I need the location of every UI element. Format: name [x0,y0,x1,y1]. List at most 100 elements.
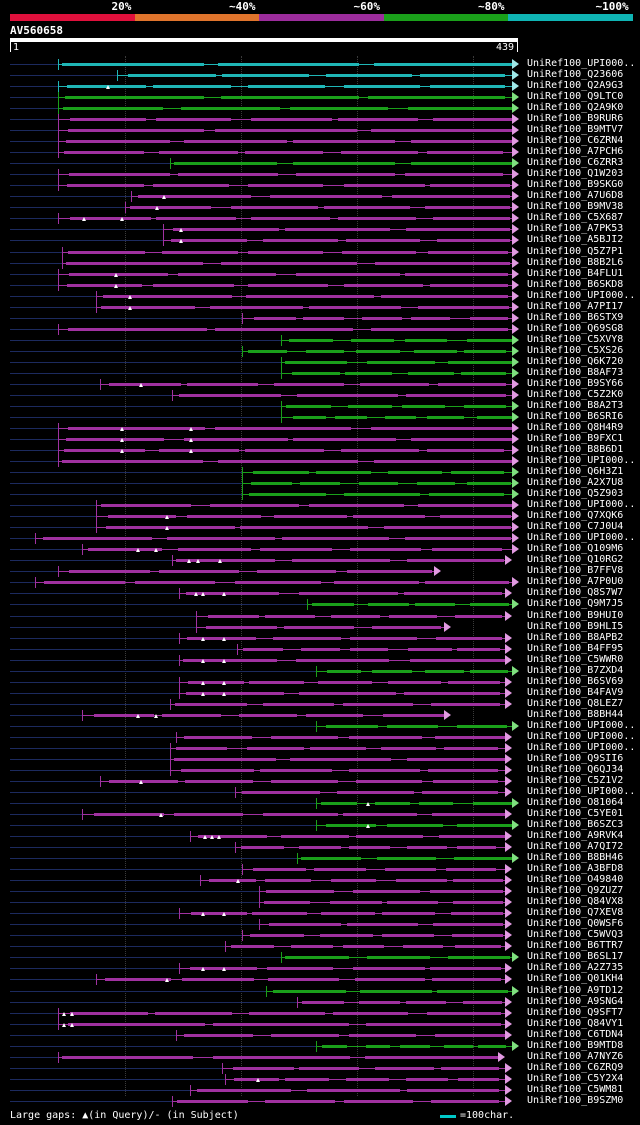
hit-label[interactable]: UniRef100_C5WWR0 [527,654,624,665]
hit-label[interactable]: UniRef100_C5Y2X4 [527,1073,624,1084]
hit-row[interactable]: UniRef100_O81064 [0,797,640,809]
hit-label[interactable]: UniRef100_C6ZRR3 [527,157,624,168]
hit-row[interactable]: UniRef100_B9SZM0 [0,1095,640,1107]
hit-label[interactable]: UniRef100_C6TDN4 [527,1029,624,1040]
hit-label[interactable]: UniRef100_A7PK53 [527,223,624,234]
hit-label[interactable]: UniRef100_B9RUR6 [527,113,624,124]
hit-label[interactable]: UniRef100_A7U6D8 [527,190,624,201]
hit-row[interactable]: UniRef100_A9TD12 [0,985,640,997]
hit-row[interactable]: UniRef100_A2X7U8 [0,477,640,489]
hit-label[interactable]: UniRef100_C5Z1V2 [527,775,624,786]
hit-label[interactable]: UniRef100_C5XS26 [527,345,624,356]
hit-label[interactable]: UniRef100_UPI000.. [527,290,636,301]
hit-label[interactable]: UniRef100_C5WM81 [527,1084,624,1095]
hit-row[interactable]: UniRef100_Q8H4R9 [0,422,640,434]
hit-label[interactable]: UniRef100_B8BH46 [527,852,624,863]
hit-row[interactable]: UniRef100_A7PK53 [0,223,640,235]
hit-row[interactable]: UniRef100_B6TTR7 [0,940,640,952]
hit-label[interactable]: UniRef100_Q5Z7P1 [527,246,624,257]
hit-label[interactable]: UniRef100_Q2A9G3 [527,80,624,91]
hit-row[interactable]: UniRef100_B9MTV7 [0,124,640,136]
hit-row[interactable]: UniRef100_B8B2L6 [0,257,640,269]
hit-row[interactable]: UniRef100_Q9M7J5 [0,598,640,610]
hit-label[interactable]: UniRef100_A5BJI2 [527,234,624,245]
hit-row[interactable]: UniRef100_B9RUR6 [0,113,640,125]
hit-row[interactable]: UniRef100_Q10RG2 [0,554,640,566]
hit-label[interactable]: UniRef100_Q9ZUZ7 [527,885,624,896]
hit-row[interactable]: UniRef100_Q01KH4 [0,973,640,985]
hit-label[interactable]: UniRef100_Q10RG2 [527,554,624,565]
hit-row[interactable]: UniRef100_B9MV38 [0,201,640,213]
hit-label[interactable]: UniRef100_B6SKD8 [527,279,624,290]
hit-row[interactable]: UniRef100_B4FF95 [0,643,640,655]
hit-row[interactable]: UniRef100_C6TDN4 [0,1029,640,1041]
hit-label[interactable]: UniRef100_Q84VX8 [527,896,624,907]
hit-row[interactable]: UniRef100_A7U6D8 [0,190,640,202]
hit-row[interactable]: UniRef100_B9FXC1 [0,433,640,445]
hit-label[interactable]: UniRef100_Q8LEZ7 [527,698,624,709]
hit-row[interactable]: UniRef100_B8AF73 [0,367,640,379]
hit-row[interactable]: UniRef100_B6SL17 [0,951,640,963]
hit-label[interactable]: UniRef100_Q0WSF6 [527,918,624,929]
hit-row[interactable]: UniRef100_Q9ZUZ7 [0,885,640,897]
hit-label[interactable]: UniRef100_UPI000.. [527,499,636,510]
hit-row[interactable]: UniRef100_C5XVY8 [0,334,640,346]
hit-row[interactable]: UniRef100_A7QI72 [0,841,640,853]
hit-label[interactable]: UniRef100_A7P0U0 [527,576,624,587]
hit-label[interactable]: UniRef100_B4FF95 [527,643,624,654]
hit-row[interactable]: UniRef100_A9SNG4 [0,996,640,1008]
hit-label[interactable]: UniRef100_B8B2L6 [527,257,624,268]
hit-label[interactable]: UniRef100_UPI000.. [527,786,636,797]
hit-row[interactable]: UniRef100_A7P0U0 [0,576,640,588]
hit-label[interactable]: UniRef100_A9SNG4 [527,996,624,1007]
hit-row[interactable]: UniRef100_UPI000.. [0,58,640,70]
hit-label[interactable]: UniRef100_B4FAV9 [527,687,624,698]
hit-row[interactable]: UniRef100_B9SY66 [0,378,640,390]
hit-row[interactable]: UniRef100_B6SRI6 [0,411,640,423]
hit-row[interactable]: UniRef100_UPI000.. [0,742,640,754]
hit-label[interactable]: UniRef100_B6SV69 [527,676,624,687]
hit-label[interactable]: UniRef100_B8APB2 [527,632,624,643]
hit-row[interactable]: UniRef100_UPI000.. [0,731,640,743]
hit-label[interactable]: UniRef100_C6ZRN4 [527,135,624,146]
hit-label[interactable]: UniRef100_Q6QJ34 [527,764,624,775]
hit-row[interactable]: UniRef100_Q6QJ34 [0,764,640,776]
hit-label[interactable]: UniRef100_A2X7U8 [527,477,624,488]
hit-row[interactable]: UniRef100_Q84VX8 [0,896,640,908]
hit-label[interactable]: UniRef100_Q6H3Z1 [527,466,624,477]
hit-row[interactable]: UniRef100_B6STX9 [0,312,640,324]
hit-row[interactable]: UniRef100_B9HUI0 [0,610,640,622]
hit-label[interactable]: UniRef100_Q84VY1 [527,1018,624,1029]
hit-label[interactable]: UniRef100_O81064 [527,797,624,808]
hit-label[interactable]: UniRef100_B9FXC1 [527,433,624,444]
hit-label[interactable]: UniRef100_Q69SG8 [527,323,624,334]
hit-label[interactable]: UniRef100_B6STX9 [527,312,624,323]
hit-row[interactable]: UniRef100_B6SKD8 [0,279,640,291]
hit-label[interactable]: UniRef100_A7NYZ6 [527,1051,624,1062]
hit-label[interactable]: UniRef100_A9RVK4 [527,830,624,841]
hit-label[interactable]: UniRef100_UPI000.. [527,731,636,742]
hit-label[interactable]: UniRef100_B4FLU1 [527,268,624,279]
hit-label[interactable]: UniRef100_B9MTV7 [527,124,624,135]
hit-label[interactable]: UniRef100_Q9SII6 [527,753,624,764]
hit-row[interactable]: UniRef100_C6ZRN4 [0,135,640,147]
hit-label[interactable]: UniRef100_B6SL17 [527,951,624,962]
hit-row[interactable]: UniRef100_B4FLU1 [0,268,640,280]
hit-label[interactable]: UniRef100_A9TD12 [527,985,624,996]
hit-label[interactable]: UniRef100_B9SZM0 [527,1095,624,1106]
hit-label[interactable]: UniRef100_B7FFV8 [527,565,624,576]
hit-row[interactable]: UniRef100_B7ZXD4 [0,665,640,677]
hit-label[interactable]: UniRef100_B8B6D1 [527,444,624,455]
hit-label[interactable]: UniRef100_O49840 [527,874,624,885]
hit-label[interactable]: UniRef100_Q9LTC0 [527,91,624,102]
hit-label[interactable]: UniRef100_C5XVY8 [527,334,624,345]
hit-row[interactable]: UniRef100_C5Z1V2 [0,775,640,787]
hit-label[interactable]: UniRef100_B9SY66 [527,378,624,389]
hit-row[interactable]: UniRef100_B8BH46 [0,852,640,864]
hit-label[interactable]: UniRef100_Q1W203 [527,168,624,179]
hit-label[interactable]: UniRef100_Q5Z903 [527,488,624,499]
hit-label[interactable]: UniRef100_B9HUI0 [527,610,624,621]
hit-label[interactable]: UniRef100_B8A2T3 [527,400,624,411]
hit-label[interactable]: UniRef100_C5WVQ3 [527,929,624,940]
hit-label[interactable]: UniRef100_B9MTD8 [527,1040,624,1051]
